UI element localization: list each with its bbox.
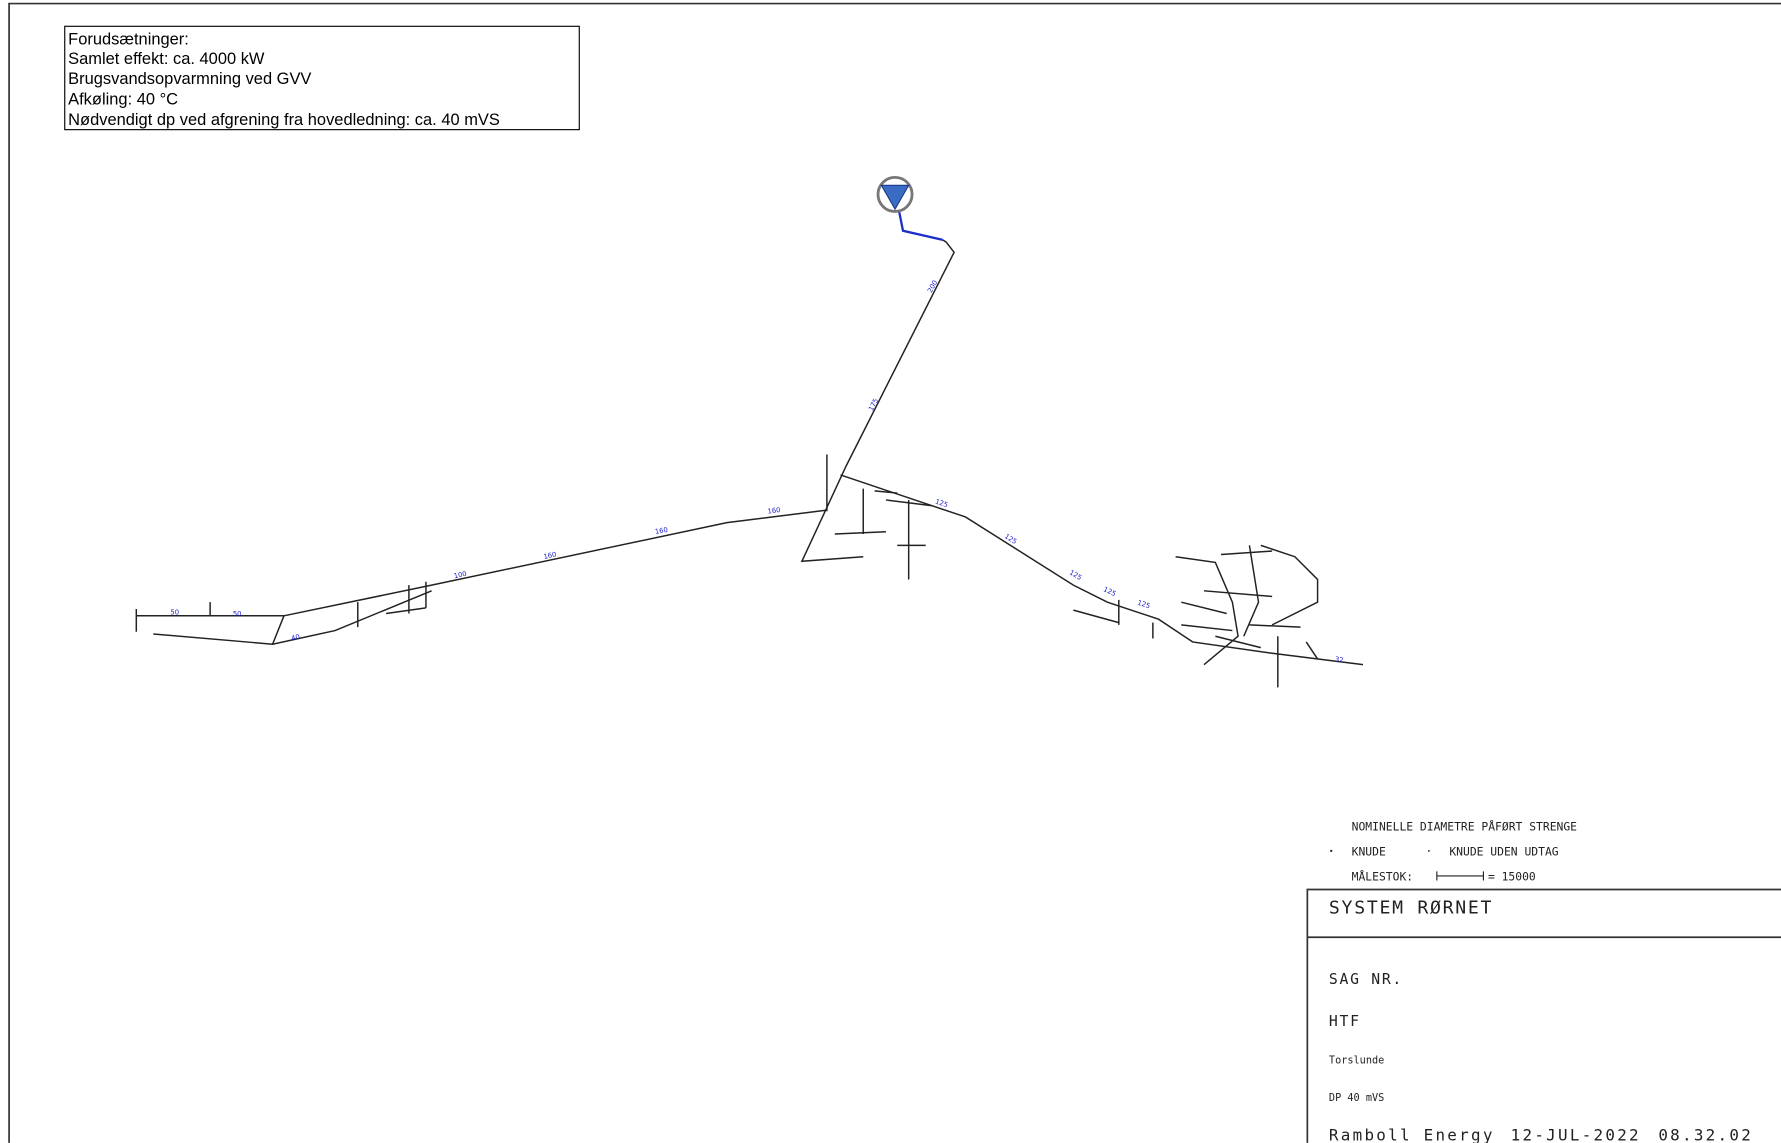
pipe-label: 160: [543, 550, 557, 561]
assumption-line: Brugsvandsopvarmning ved GVV: [68, 70, 311, 88]
east-cluster: [1175, 544, 1319, 688]
center-branches: [826, 454, 932, 580]
west-pipe: [135, 509, 827, 645]
pipe-label: 125: [1102, 585, 1117, 598]
pipe-network: [135, 202, 1364, 688]
legend-scale-value: = 15000: [1488, 869, 1536, 883]
date: 12-JUL-2022: [1511, 1126, 1641, 1143]
pipe-label: 175: [867, 397, 880, 412]
assumption-line: Samlet effekt: ca. 4000 kW: [68, 50, 265, 68]
assumptions-title: Forudsætninger:: [68, 30, 189, 48]
pipe-label: 125: [1068, 569, 1083, 582]
legend: NOMINELLE DIAMETRE PÅFØRT STRENGE KNUDE …: [1330, 819, 1577, 883]
pump-triangle: [880, 184, 910, 211]
pipe-label: 160: [654, 526, 668, 536]
author: Ramboll Energy: [1329, 1126, 1495, 1143]
frame: [8, 2, 1781, 1143]
pipe-label: 50: [170, 609, 179, 617]
title-block-border: [1306, 888, 1781, 1143]
title-block: SYSTEM RØRNET SAG NR. HTF Torslunde DP 4…: [1306, 888, 1781, 1143]
pipe-label: 100: [453, 570, 467, 581]
node-symbol: [1330, 849, 1333, 853]
pump-symbol: [876, 175, 914, 213]
pipe-label: 32: [1334, 655, 1344, 664]
legend-node: KNUDE: [1352, 844, 1386, 858]
legend-scale-label: MÅLESTOK:: [1352, 869, 1413, 883]
scale-bar: [1436, 871, 1484, 881]
side-branches: [209, 581, 1227, 639]
block-title: SYSTEM RØRNET: [1329, 897, 1493, 918]
main-pipe: [800, 239, 955, 563]
pipe-label: 125: [934, 498, 949, 510]
company: HTF: [1329, 1013, 1361, 1030]
assumptions-border: [64, 25, 580, 131]
assumption-line: Afkøling: 40 °C: [68, 91, 178, 109]
assumption-line: Nødvendigt dp ved afgrening fra hovedled…: [68, 111, 500, 129]
case-no: SAG NR.: [1329, 971, 1403, 988]
legend-title: NOMINELLE DIAMETRE PÅFØRT STRENGE: [1352, 819, 1578, 833]
node-symbol: [1427, 850, 1430, 852]
dp: DP 40 mVS: [1329, 1093, 1384, 1104]
time: 08.32.02: [1658, 1126, 1753, 1143]
pipe-label: 160: [767, 506, 781, 516]
pipe-label: 125: [1003, 532, 1018, 546]
pipe-label: 125: [1136, 599, 1151, 611]
legend-node-no-outlet: KNUDE UDEN UDTAG: [1449, 844, 1558, 858]
pipe-label: 40: [290, 633, 300, 643]
east-pipe: [840, 474, 1364, 666]
place: Torslunde: [1329, 1055, 1384, 1066]
pipe-label: 50: [233, 610, 242, 618]
assumptions-box: Forudsætninger: Samlet effekt: ca. 4000 …: [64, 25, 580, 131]
pipe-labels: 200 175 160 160 160 100 125 125 125 125 …: [170, 279, 1344, 664]
